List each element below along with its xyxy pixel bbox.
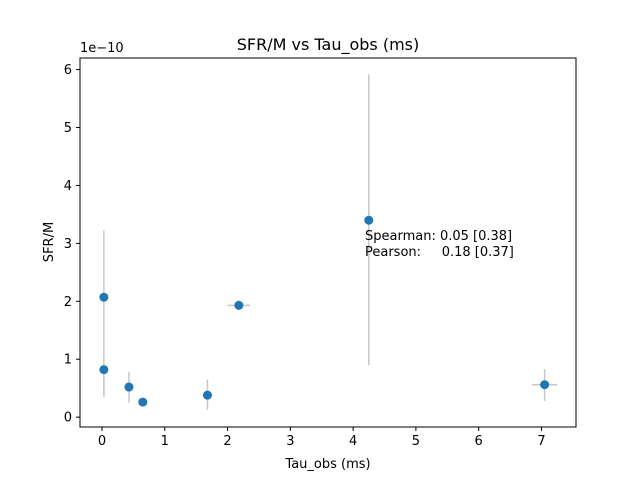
y-tick-label-2: 2: [64, 295, 72, 310]
annotation-spearman: Spearman: 0.05 [0.38]: [365, 229, 512, 244]
x-tick-label-2: 2: [223, 434, 231, 449]
points-layer: [99, 215, 550, 407]
data-point-6: [364, 215, 374, 225]
data-point-0: [99, 292, 109, 302]
data-point-2: [124, 382, 134, 392]
y-tick-label-0: 0: [64, 411, 72, 426]
y-tick-label-5: 5: [64, 121, 72, 136]
x-tick-label-6: 6: [475, 434, 483, 449]
data-point-5: [234, 300, 244, 310]
data-point-3: [138, 397, 148, 407]
y-tick-label-3: 3: [64, 237, 72, 252]
data-point-4: [202, 390, 212, 400]
x-tick-label-1: 1: [161, 434, 169, 449]
x-tick-label-0: 0: [98, 434, 106, 449]
x-axis-label: Tau_obs (ms): [284, 457, 370, 472]
data-point-7: [540, 380, 550, 390]
y-axis-label: SFR/M: [42, 222, 57, 262]
x-tick-label-5: 5: [412, 434, 420, 449]
y-tick-label-1: 1: [64, 353, 72, 368]
y-multiplier-label: 1e−10: [80, 41, 124, 56]
x-tick-label-3: 3: [286, 434, 294, 449]
plot-frame: [79, 57, 577, 428]
x-tick-label-7: 7: [537, 434, 545, 449]
chart-title: SFR/M vs Tau_obs (ms): [237, 35, 420, 55]
annotation-pearson: Pearson: 0.18 [0.37]: [365, 245, 514, 260]
x-tick-label-4: 4: [349, 434, 357, 449]
y-tick-label-6: 6: [64, 63, 72, 78]
y-tick-label-4: 4: [64, 179, 72, 194]
y-ticks: 0 1 2 3 4 5 6: [64, 63, 80, 426]
x-ticks: 0 1 2 3 4 5 6 7: [98, 427, 546, 449]
data-point-1: [99, 365, 109, 375]
